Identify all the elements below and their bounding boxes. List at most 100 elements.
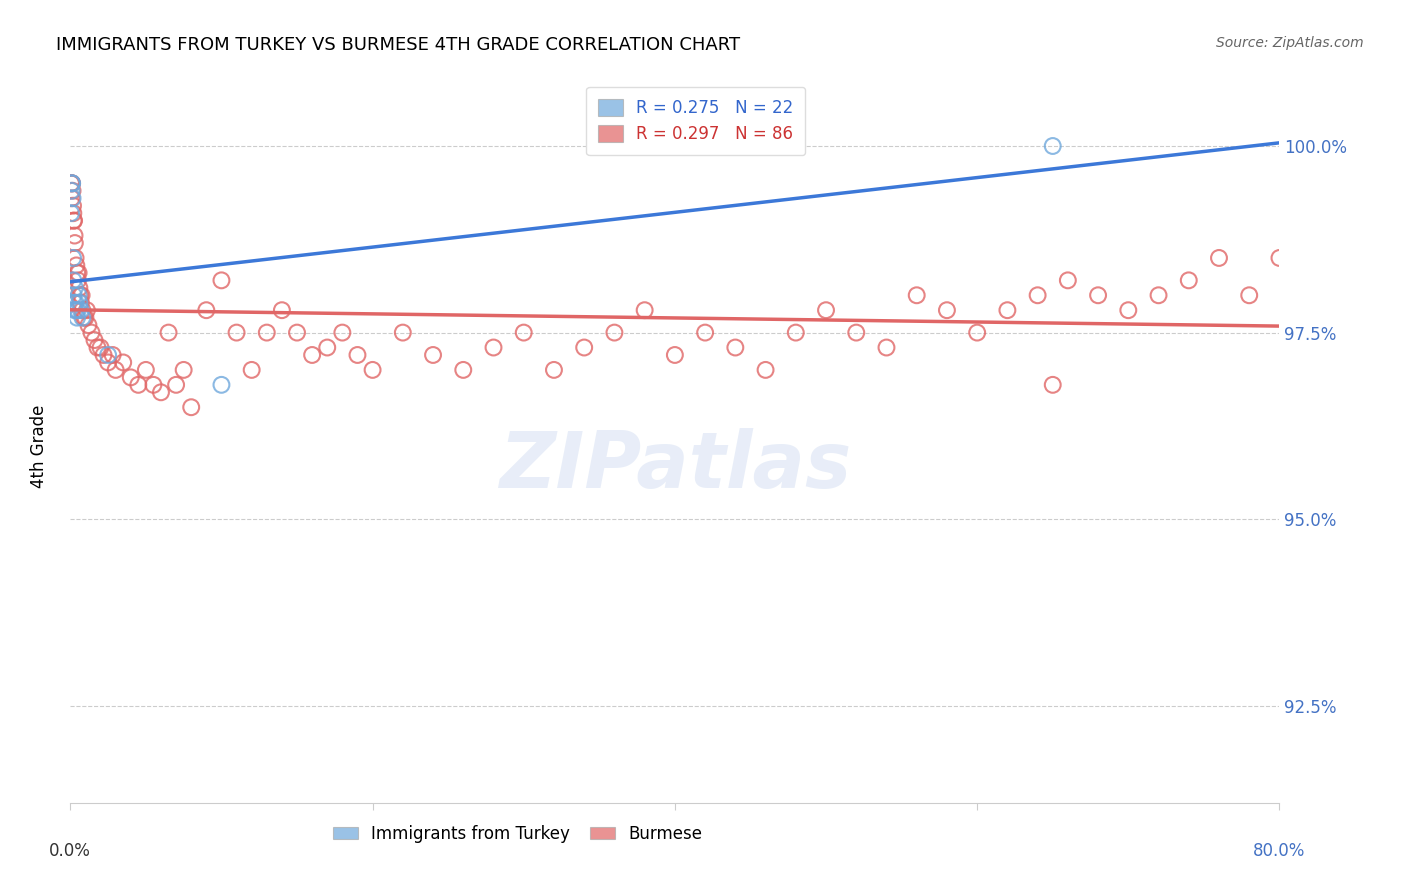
Point	[211, 273, 233, 287]
Point	[60, 177, 83, 191]
Text: 4th Grade: 4th Grade	[31, 404, 48, 488]
Point	[62, 199, 84, 213]
Point	[346, 348, 368, 362]
Point	[97, 355, 120, 369]
Point	[332, 326, 354, 340]
Point	[86, 341, 108, 355]
Point	[225, 326, 247, 340]
Point	[62, 206, 84, 220]
Point	[905, 288, 928, 302]
Point	[72, 303, 94, 318]
Point	[75, 310, 97, 325]
Point	[240, 363, 263, 377]
Text: IMMIGRANTS FROM TURKEY VS BURMESE 4TH GRADE CORRELATION CHART: IMMIGRANTS FROM TURKEY VS BURMESE 4TH GR…	[56, 36, 741, 54]
Point	[63, 281, 86, 295]
Point	[1087, 288, 1109, 302]
Point	[60, 177, 83, 191]
Point	[69, 288, 91, 302]
Point	[633, 303, 655, 318]
Point	[361, 363, 384, 377]
Legend: Immigrants from Turkey, Burmese: Immigrants from Turkey, Burmese	[326, 818, 709, 849]
Point	[73, 310, 96, 325]
Point	[966, 326, 988, 340]
Text: 80.0%: 80.0%	[1253, 842, 1306, 860]
Point	[513, 326, 536, 340]
Point	[63, 213, 86, 227]
Point	[66, 266, 89, 280]
Point	[70, 303, 93, 318]
Point	[60, 191, 83, 205]
Point	[785, 326, 807, 340]
Point	[127, 377, 149, 392]
Text: ZIPatlas: ZIPatlas	[499, 428, 851, 504]
Point	[70, 295, 93, 310]
Point	[150, 385, 173, 400]
Point	[65, 295, 87, 310]
Point	[90, 341, 111, 355]
Point	[1239, 288, 1261, 302]
Point	[180, 401, 202, 415]
Point	[453, 363, 475, 377]
Point	[104, 363, 127, 377]
Point	[1042, 377, 1064, 392]
Point	[70, 288, 93, 302]
Point	[1268, 251, 1291, 265]
Point	[142, 377, 165, 392]
Point	[63, 303, 86, 318]
Point	[1147, 288, 1170, 302]
Point	[67, 288, 90, 302]
Text: 0.0%: 0.0%	[49, 842, 91, 860]
Point	[1042, 139, 1064, 153]
Point	[72, 310, 94, 325]
Point	[65, 303, 87, 318]
Point	[112, 355, 135, 369]
Point	[165, 377, 187, 392]
Point	[695, 326, 717, 340]
Point	[80, 326, 103, 340]
Point	[65, 251, 87, 265]
Point	[77, 318, 100, 332]
Point	[60, 184, 83, 198]
Point	[66, 310, 89, 325]
Point	[62, 251, 84, 265]
Point	[301, 348, 323, 362]
Point	[1178, 273, 1201, 287]
Point	[83, 333, 105, 347]
Point	[65, 259, 87, 273]
Point	[63, 235, 86, 250]
Point	[66, 273, 89, 287]
Point	[574, 341, 596, 355]
Point	[724, 341, 747, 355]
Point	[67, 295, 90, 310]
Point	[754, 363, 776, 377]
Point	[93, 348, 115, 362]
Point	[195, 303, 218, 318]
Point	[1208, 251, 1230, 265]
Point	[62, 184, 84, 198]
Point	[66, 303, 89, 318]
Point	[316, 341, 339, 355]
Point	[391, 326, 415, 340]
Point	[60, 206, 83, 220]
Point	[135, 363, 157, 377]
Point	[60, 177, 83, 191]
Point	[285, 326, 308, 340]
Point	[60, 177, 83, 191]
Point	[67, 266, 90, 280]
Point	[815, 303, 838, 318]
Point	[482, 341, 505, 355]
Point	[76, 303, 98, 318]
Point	[157, 326, 180, 340]
Point	[1026, 288, 1049, 302]
Point	[603, 326, 626, 340]
Point	[543, 363, 565, 377]
Point	[97, 348, 120, 362]
Point	[422, 348, 444, 362]
Point	[67, 281, 90, 295]
Point	[173, 363, 195, 377]
Point	[1118, 303, 1140, 318]
Point	[664, 348, 686, 362]
Text: Source: ZipAtlas.com: Source: ZipAtlas.com	[1216, 36, 1364, 50]
Point	[256, 326, 278, 340]
Point	[63, 228, 86, 243]
